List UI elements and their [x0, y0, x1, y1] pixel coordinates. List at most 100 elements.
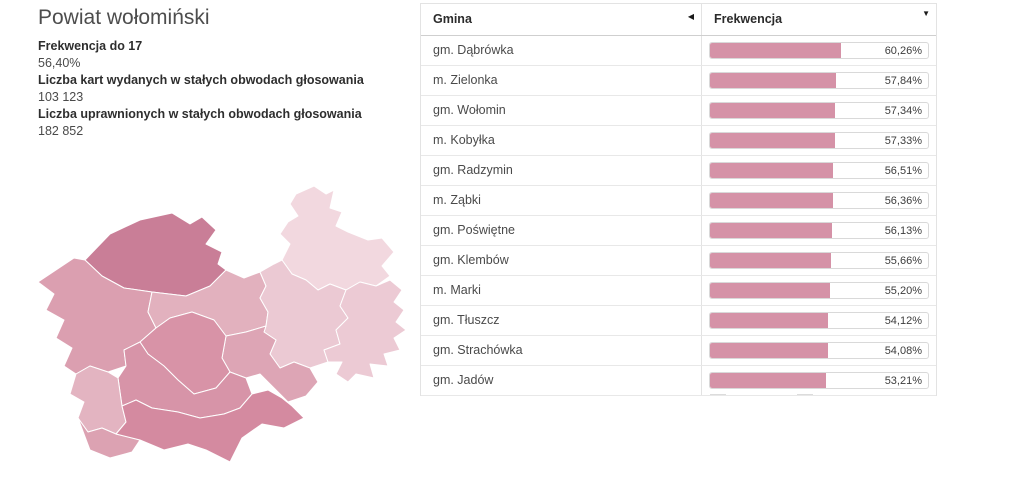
frekwencja-value: 57,33% [884, 135, 922, 147]
frekwencja-value: 55,66% [884, 255, 922, 267]
frekwencja-cell: 57,34% [702, 96, 936, 125]
sort-left-triangle-icon[interactable]: ◀ [687, 12, 694, 21]
table-row[interactable]: gm. Poświętne 56,13% [421, 216, 936, 246]
frekwencja-bar-track: 57,33% [709, 132, 929, 149]
table-row[interactable]: m. Zielonka 57,84% [421, 66, 936, 96]
stat-label: Frekwencja do 17 [38, 39, 143, 53]
stat-value: 56,40% [38, 56, 81, 70]
frekwencja-value: 60,26% [884, 45, 922, 57]
stat-line: Liczba kart wydanych w stałych obwodach … [38, 72, 364, 106]
gmina-cell[interactable]: gm. Tłuszcz [421, 306, 702, 335]
frekwencja-cell: 55,66% [702, 246, 936, 275]
table-row[interactable]: m. Ząbki 56,36% [421, 186, 936, 216]
gmina-cell[interactable]: gm. Poświętne [421, 216, 702, 245]
gmina-cell[interactable]: gm. Jadów [421, 366, 702, 395]
table-row[interactable]: m. Kobyłka 57,33% [421, 126, 936, 156]
frekwencja-bar-track: 53,21% [709, 372, 929, 389]
frekwencja-bar-fill [710, 103, 835, 118]
frekwencja-cell: 60,26% [702, 36, 936, 65]
frekwencja-bar-fill [710, 193, 833, 208]
stat-value: 103 123 [38, 90, 84, 104]
frekwencja-bar-fill [710, 313, 828, 328]
frekwencja-bar-track: 56,51% [709, 162, 929, 179]
table-row[interactable]: gm. Dąbrówka 60,26% [421, 36, 936, 66]
frekwencja-cell: 57,33% [702, 126, 936, 155]
frekwencja-bar-fill [710, 43, 842, 58]
frekwencja-value: 57,84% [884, 75, 922, 87]
frekwencja-value: 53,21% [884, 375, 922, 387]
frekwencja-value: 57,34% [884, 105, 922, 117]
frekwencja-bar-track: 54,12% [709, 312, 929, 329]
gmina-cell[interactable]: gm. Wołomin [421, 96, 702, 125]
frekwencja-bar-track: 56,36% [709, 192, 929, 209]
frekwencja-value: 54,08% [884, 345, 922, 357]
gmina-table: Gmina ◀ Frekwencja ▼ gm. Dąbrówka 60,26%… [420, 3, 937, 396]
frekwencja-bar-fill [710, 343, 828, 358]
table-row[interactable]: gm. Tłuszcz 54,12% [421, 306, 936, 336]
stat-value: 182 852 [38, 124, 84, 138]
frekwencja-value: 54,12% [884, 315, 922, 327]
frekwencja-bar-track: 54,08% [709, 342, 929, 359]
table-row[interactable]: gm. Radzymin 56,51% [421, 156, 936, 186]
page-title: Powiat wołomiński [38, 6, 210, 29]
frekwencja-cell: 54,08% [702, 336, 936, 365]
frekwencja-cell: 53,21% [702, 366, 936, 395]
gmina-cell[interactable]: gm. Strachówka [421, 336, 702, 365]
table-row[interactable]: gm. Jadów 53,21% [421, 366, 936, 396]
table-row[interactable]: gm. Strachówka 54,08% [421, 336, 936, 366]
frekwencja-bar-fill [710, 373, 826, 388]
frekwencja-cell: 57,84% [702, 66, 936, 95]
map-region-m-zielonka[interactable]: m. Zielonka 57,84% [115, 389, 305, 463]
stat-label: Liczba uprawnionych w stałych obwodach g… [38, 107, 362, 121]
column-header-frekwencja[interactable]: Frekwencja ▼ [702, 4, 936, 35]
gmina-cell[interactable]: m. Zielonka [421, 66, 702, 95]
frekwencja-bar-track: 57,34% [709, 102, 929, 119]
frekwencja-cell: 54,12% [702, 306, 936, 335]
frekwencja-bar-fill [710, 253, 832, 268]
frekwencja-bar-fill [710, 73, 837, 88]
frekwencja-bar-track: 55,20% [709, 282, 929, 299]
map-region-gm-strachówka[interactable]: gm. Strachówka 54,08% [323, 279, 407, 383]
frekwencja-cell: 55,20% [702, 276, 936, 305]
frekwencja-bar-fill [710, 223, 833, 238]
gmina-cell[interactable]: m. Ząbki [421, 186, 702, 215]
choropleth-map-container: gm. Dąbrówka 60,26%gm. Radzymin 56,51%gm… [30, 182, 410, 467]
frekwencja-bar-track: 57,84% [709, 72, 929, 89]
frekwencja-bar-fill [710, 283, 831, 298]
frekwencja-value: 56,13% [884, 225, 922, 237]
frekwencja-value: 56,36% [884, 195, 922, 207]
column-header-frekwencja-label: Frekwencja [714, 12, 783, 26]
table-row[interactable]: gm. Klembów 55,66% [421, 246, 936, 276]
frekwencja-bar-fill [710, 163, 834, 178]
map-region-gm-jadów[interactable]: gm. Jadów 53,21% [279, 185, 395, 291]
map-region-m-marki[interactable]: m. Marki 55,20% [69, 365, 127, 435]
gmina-cell[interactable]: gm. Klembów [421, 246, 702, 275]
gmina-cell[interactable]: gm. Dąbrówka [421, 36, 702, 65]
column-header-gmina[interactable]: Gmina ◀ [421, 4, 702, 35]
column-header-gmina-label: Gmina [433, 12, 472, 26]
gmina-cell[interactable]: gm. Radzymin [421, 156, 702, 185]
stat-line: Liczba uprawnionych w stałych obwodach g… [38, 106, 364, 140]
axis-tick-mark [710, 394, 726, 395]
frekwencja-cell: 56,51% [702, 156, 936, 185]
gmina-cell[interactable]: m. Kobyłka [421, 126, 702, 155]
table-header-row: Gmina ◀ Frekwencja ▼ [421, 4, 936, 36]
table-row[interactable]: m. Marki 55,20% [421, 276, 936, 306]
frekwencja-value: 55,20% [884, 285, 922, 297]
frekwencja-bar-track: 56,13% [709, 222, 929, 239]
table-body: gm. Dąbrówka 60,26% m. Zielonka 57,84% g… [421, 36, 936, 396]
frekwencja-bar-track: 60,26% [709, 42, 929, 59]
stats-list: Frekwencja do 17 56,40% Liczba kart wyda… [38, 38, 364, 140]
frekwencja-bar-fill [710, 133, 835, 148]
stat-label: Liczba kart wydanych w stałych obwodach … [38, 73, 364, 87]
frekwencja-cell: 56,36% [702, 186, 936, 215]
sort-down-triangle-icon[interactable]: ▼ [922, 9, 930, 18]
axis-tick-mark [797, 394, 813, 395]
table-row[interactable]: gm. Wołomin 57,34% [421, 96, 936, 126]
frekwencja-bar-track: 55,66% [709, 252, 929, 269]
frekwencja-cell: 56,13% [702, 216, 936, 245]
stat-line: Frekwencja do 17 56,40% [38, 38, 364, 72]
choropleth-map: gm. Dąbrówka 60,26%gm. Radzymin 56,51%gm… [37, 185, 407, 463]
gmina-cell[interactable]: m. Marki [421, 276, 702, 305]
